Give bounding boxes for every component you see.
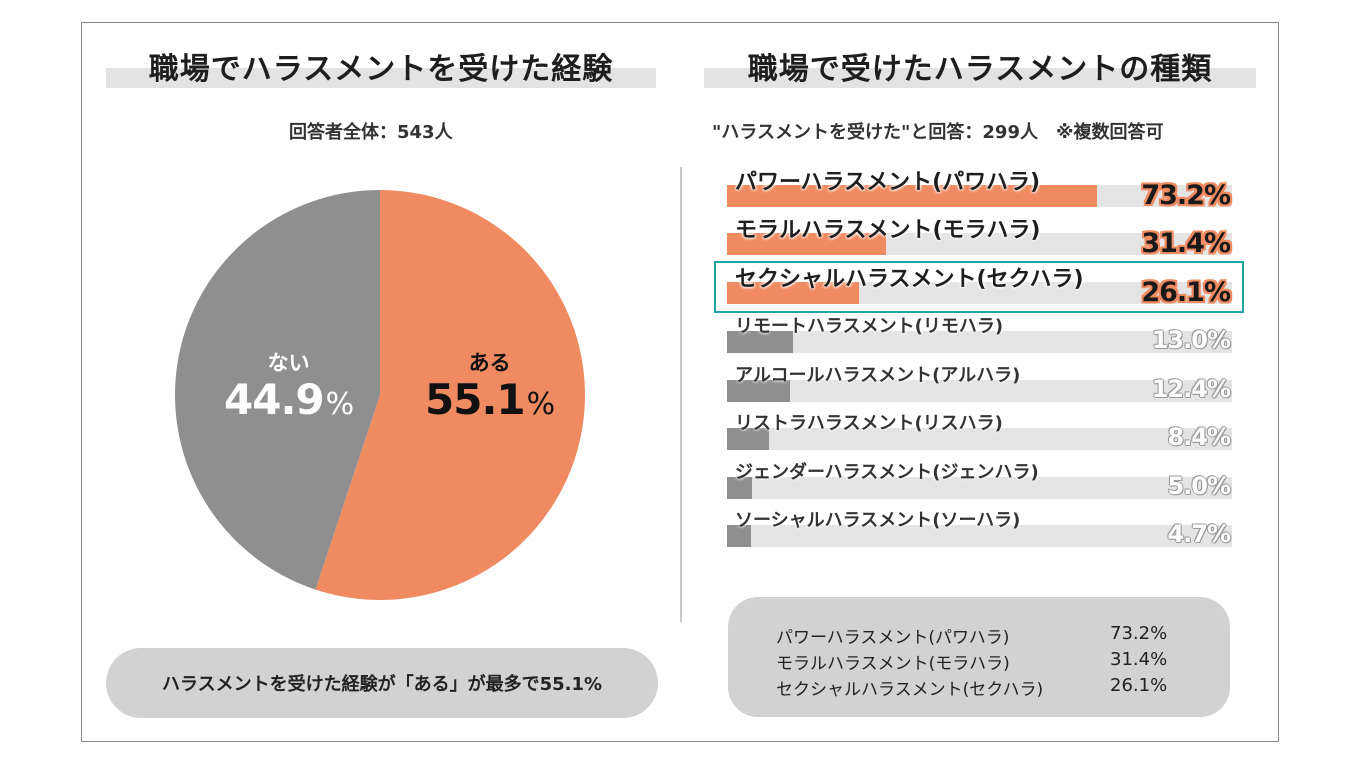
bar-7 — [727, 477, 753, 499]
bar-value-1: 73.2% — [1141, 180, 1231, 211]
right-subtitle: "ハラスメントを受けた"と回答：299人 ※複数回答可 — [712, 122, 1164, 143]
right-summary-box: パワーハラスメント(パワハラ) 73.2% モラルハラスメント(モラハラ) 31… — [728, 597, 1230, 717]
summary-row-2: モラルハラスメント(モラハラ) 31.4% — [728, 649, 1230, 674]
bar-label-2: モラルハラスメント(モラハラ) — [735, 218, 1041, 243]
bar-label-6: リストラハラスメント(リスハラ) — [735, 413, 1003, 434]
left-subtitle: 回答者全体：543人 — [289, 122, 453, 143]
summary-row-1-name: パワーハラスメント(パワハラ) — [776, 628, 1010, 648]
bar-value-5: 12.4% — [1151, 375, 1231, 403]
bar-value-3: 26.1% — [1141, 277, 1231, 308]
bar-value-4: 13.0% — [1151, 326, 1231, 354]
summary-row-3: セクシャルハラスメント(セクハラ) 26.1% — [728, 675, 1230, 700]
panel-divider — [680, 167, 682, 622]
bar-track-5 — [727, 380, 1232, 402]
right-title-band — [704, 68, 1256, 88]
bar-2 — [727, 233, 886, 255]
bar-6 — [727, 428, 770, 450]
bar-row-6: リストラハラスメント(リスハラ) 8.4% — [727, 409, 1232, 459]
top3-highlight-box — [714, 261, 1244, 313]
right-title-block: 職場で受けたハラスメントの種類 — [704, 44, 1256, 88]
left-summary-text: ハラスメントを受けた経験が「ある」が最多で55.1% — [161, 674, 603, 695]
bar-row-2: モラルハラスメント(モラハラ) 31.4% — [727, 214, 1232, 264]
bar-8 — [727, 525, 751, 547]
left-title: 職場でハラスメントを受けた経験 — [148, 52, 614, 87]
bar-4 — [727, 331, 793, 353]
pie-label-no-value: 44.9 — [224, 375, 325, 424]
bar-row-1: パワーハラスメント(パワハラ) 73.2% — [727, 166, 1232, 216]
bar-label-4: リモートハラスメント(リモハラ) — [735, 316, 1004, 337]
bar-row-3: セクシャルハラスメント(セクハラ) 26.1% — [727, 263, 1232, 313]
left-title-band — [106, 68, 656, 88]
summary-row-2-name: モラルハラスメント(モラハラ) — [776, 654, 1010, 674]
pie-label-yes-category: ある — [468, 351, 511, 375]
pie-slice-yes — [315, 190, 585, 600]
pie-label-yes: ある 55.1% — [425, 350, 555, 429]
bar-label-7: ジェンダーハラスメント(ジェンハラ) — [735, 462, 1039, 483]
bar-row-5: アルコールハラスメント(アルハラ) 12.4% — [727, 361, 1232, 411]
bar-label-1: パワーハラスメント(パワハラ) — [735, 170, 1041, 195]
pie-label-no-category: ない — [267, 351, 310, 375]
left-title-block: 職場でハラスメントを受けた経験 — [106, 44, 656, 88]
bar-label-8: ソーシャルハラスメント(ソーハラ) — [735, 510, 1021, 531]
pie-slice-no — [175, 190, 380, 590]
bar-track-7 — [727, 477, 1232, 499]
bar-value-8: 4.7% — [1167, 520, 1231, 548]
pie-label-no: ない 44.9% — [224, 350, 354, 429]
bar-value-6: 8.4% — [1167, 423, 1231, 451]
summary-row-3-value: 26.1% — [1110, 675, 1168, 696]
experience-pie-chart — [175, 190, 585, 600]
summary-row-3-name: セクシャルハラスメント(セクハラ) — [776, 680, 1044, 700]
bar-track-6 — [727, 428, 1232, 450]
bar-row-7: ジェンダーハラスメント(ジェンハラ) 5.0% — [727, 458, 1232, 508]
bar-value-2: 31.4% — [1141, 228, 1231, 259]
bar-1 — [727, 185, 1097, 207]
bar-label-3: セクシャルハラスメント(セクハラ) — [735, 267, 1084, 292]
left-summary-pill: ハラスメントを受けた経験が「ある」が最多で55.1% — [106, 648, 658, 718]
bar-track-8 — [727, 525, 1232, 547]
bar-row-4: リモートハラスメント(リモハラ) 13.0% — [727, 312, 1232, 362]
pie-label-yes-unit: % — [526, 387, 555, 422]
bar-track-4 — [727, 331, 1232, 353]
summary-row-1-value: 73.2% — [1110, 623, 1168, 644]
right-title: 職場で受けたハラスメントの種類 — [747, 52, 1213, 87]
summary-row-2-value: 31.4% — [1110, 649, 1168, 670]
pie-label-yes-value: 55.1 — [425, 375, 526, 424]
bar-row-8: ソーシャルハラスメント(ソーハラ) 4.7% — [727, 506, 1232, 556]
summary-row-1: パワーハラスメント(パワハラ) 73.2% — [728, 623, 1230, 648]
bar-value-7: 5.0% — [1167, 472, 1231, 500]
bar-3 — [727, 282, 859, 304]
bar-5 — [727, 380, 790, 402]
pie-label-no-unit: % — [325, 387, 354, 422]
bar-label-5: アルコールハラスメント(アルハラ) — [735, 365, 1021, 386]
